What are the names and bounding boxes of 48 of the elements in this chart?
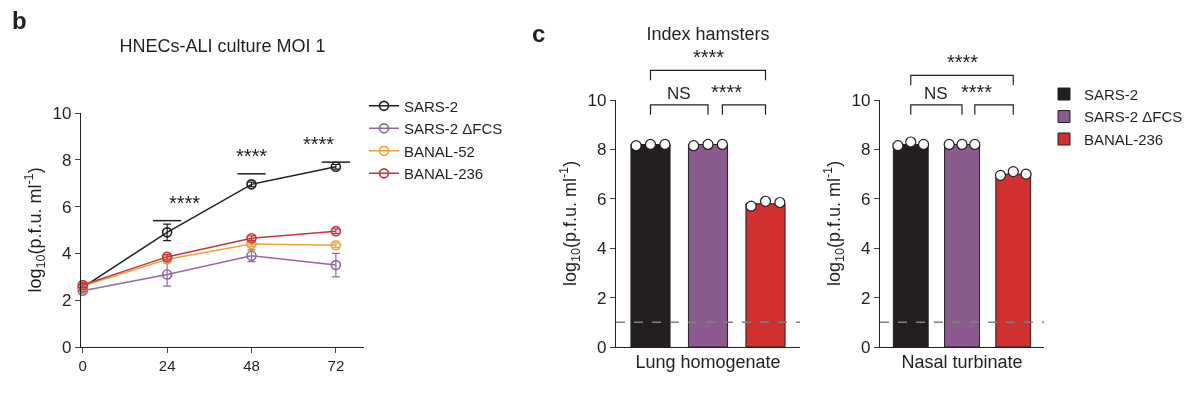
- y-tick-label: 6: [596, 189, 607, 209]
- y-tick-label: 4: [61, 244, 72, 264]
- x-tick-label: 0: [78, 357, 87, 375]
- chart-title: HNECs-ALI culture MOI 1: [119, 35, 326, 56]
- point: [161, 269, 173, 280]
- legend-label: SARS-2: [404, 97, 459, 115]
- legend-label: SARS-2: [1084, 85, 1139, 103]
- annotation: NS: [924, 84, 948, 103]
- point: [77, 285, 89, 297]
- y-tick-label: 0: [596, 337, 607, 357]
- text: ****: [693, 46, 725, 68]
- y-tick-label: 8: [596, 140, 607, 160]
- y-tick-label: 8: [61, 150, 72, 170]
- y-tick-label: 4: [860, 239, 871, 259]
- y-tick-label: 2: [596, 288, 607, 308]
- text: ****: [947, 51, 979, 73]
- text: b: [12, 7, 27, 34]
- point: [330, 259, 342, 271]
- y-tick-label: 10: [587, 90, 607, 110]
- legend-label: SARS-2 ΔFCS: [1084, 108, 1183, 126]
- y-tick-label: 0: [860, 337, 871, 357]
- legend-label: SARS-2 ΔFCS: [404, 120, 503, 138]
- y-tick-label: 0: [61, 337, 72, 357]
- x-axis-title: Nasal turbinate: [901, 352, 1023, 373]
- y-tick-label: 10: [851, 90, 871, 110]
- y-tick-label: 10: [52, 103, 72, 123]
- x-axis-title: Lung homogenate: [635, 352, 781, 373]
- y-tick-label: 6: [860, 189, 871, 209]
- y-tick-label: 2: [61, 291, 72, 311]
- annotation: ****: [303, 133, 335, 155]
- x-tick-label: 24: [158, 357, 176, 375]
- annotation: ****: [711, 81, 743, 103]
- y-tick-label: 2: [860, 288, 871, 308]
- y-tick-label: 4: [596, 239, 607, 259]
- y-tick-label: 6: [61, 197, 72, 217]
- y-tick-label: 8: [860, 140, 871, 160]
- legend-label: BANAL-52: [404, 142, 475, 160]
- legend-label: BANAL-236: [1084, 130, 1164, 148]
- annotation: ****: [169, 192, 201, 214]
- annotation: NS: [667, 84, 691, 103]
- x-tick-label: 72: [327, 357, 345, 375]
- text: c: [532, 20, 546, 47]
- x-tick-label: 48: [243, 357, 260, 375]
- annotation: ****: [961, 81, 993, 103]
- legend-label: BANAL-236: [404, 165, 484, 183]
- annotation: ****: [236, 145, 268, 167]
- chart-title: Index hamsters: [646, 24, 770, 45]
- point: [161, 227, 173, 238]
